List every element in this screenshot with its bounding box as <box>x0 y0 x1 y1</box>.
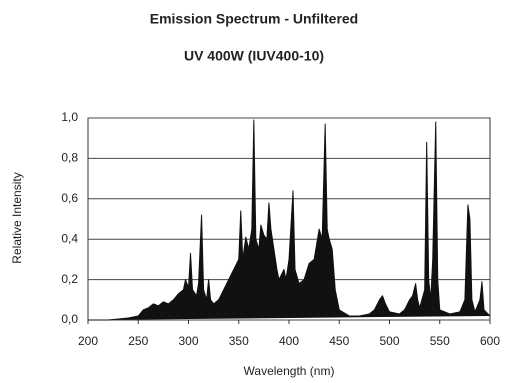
y-tick-label: 0,2 <box>61 272 78 286</box>
y-tick-label: 1,0 <box>61 110 78 124</box>
x-tick-label: 200 <box>78 334 98 348</box>
spectrum-area <box>88 119 491 321</box>
chart-title: Emission Spectrum - Unfiltered <box>150 11 358 27</box>
y-tick-label: 0,8 <box>61 151 78 165</box>
x-tick-label: 500 <box>379 334 399 348</box>
x-tick-label: 600 <box>480 334 500 348</box>
x-tick-label: 350 <box>229 334 249 348</box>
x-tick-label: 300 <box>178 334 198 348</box>
x-tick-label: 450 <box>329 334 349 348</box>
y-tick-label: 0,0 <box>61 312 78 326</box>
y-tick-label: 0,6 <box>61 191 78 205</box>
chart-subtitle: UV 400W (IUV400-10) <box>184 48 324 64</box>
x-tick-label: 550 <box>430 334 450 348</box>
y-tick-label: 0,4 <box>61 231 78 245</box>
x-tick-label: 400 <box>279 334 299 348</box>
x-axis-label: Wavelength (nm) <box>244 364 335 378</box>
x-tick-label: 250 <box>128 334 148 348</box>
y-axis-label: Relative Intensity <box>10 172 24 263</box>
